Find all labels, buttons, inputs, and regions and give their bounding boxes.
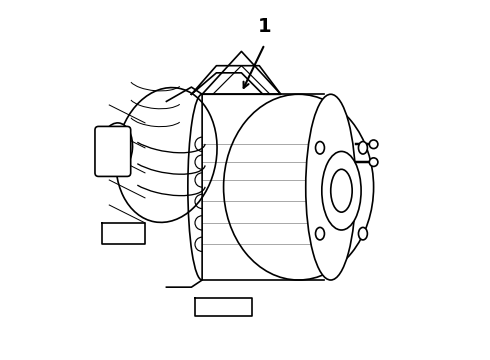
Ellipse shape bbox=[331, 169, 352, 212]
FancyBboxPatch shape bbox=[95, 126, 131, 176]
Polygon shape bbox=[195, 298, 252, 316]
Ellipse shape bbox=[322, 152, 361, 230]
Circle shape bbox=[369, 158, 378, 166]
Circle shape bbox=[369, 140, 378, 149]
Ellipse shape bbox=[316, 228, 324, 240]
Polygon shape bbox=[102, 223, 145, 244]
Polygon shape bbox=[192, 66, 281, 94]
Ellipse shape bbox=[100, 123, 133, 173]
Text: 1: 1 bbox=[258, 17, 271, 36]
Ellipse shape bbox=[306, 94, 356, 280]
Ellipse shape bbox=[359, 141, 368, 154]
Ellipse shape bbox=[359, 228, 368, 240]
Ellipse shape bbox=[223, 94, 373, 280]
Ellipse shape bbox=[316, 141, 324, 154]
Ellipse shape bbox=[116, 87, 217, 222]
